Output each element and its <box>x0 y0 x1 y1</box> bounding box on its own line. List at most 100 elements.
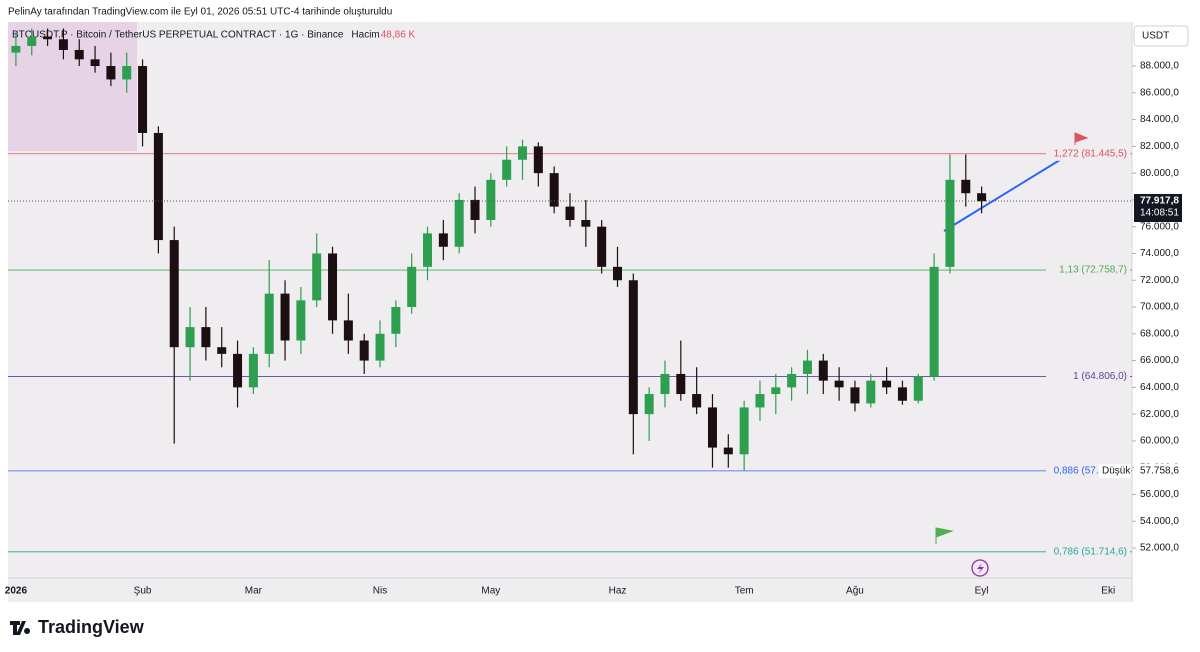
fib-label: 1,272 (81.445,5) <box>1054 148 1127 159</box>
currency-box[interactable] <box>1133 25 1189 47</box>
volume-label: Hacim <box>351 30 379 41</box>
low-price-label: 57.758,6 <box>1140 466 1179 477</box>
candle-body <box>122 66 132 80</box>
y-tick-label: 64.000,0 <box>1140 382 1179 393</box>
low-label: Düşük <box>1102 466 1131 477</box>
candle-body <box>644 394 654 415</box>
y-tick-label: 68.000,0 <box>1140 328 1179 339</box>
candle-body <box>707 407 717 448</box>
y-tick-label: 86.000,0 <box>1140 87 1179 98</box>
candle-body <box>296 300 306 341</box>
candle-body <box>343 320 353 341</box>
candle-body <box>248 353 258 388</box>
low-price-bg <box>1134 463 1182 478</box>
last-price-box <box>1134 194 1182 223</box>
caption: PelinAy tarafından TradingView.com ile E… <box>8 7 392 18</box>
trend-line <box>943 154 1069 232</box>
x-tick-label: Haz <box>609 586 627 597</box>
candle-body <box>138 66 148 133</box>
logo-icon <box>10 621 31 635</box>
candle-body <box>486 179 496 220</box>
x-tick-label: Şub <box>134 586 152 597</box>
fib-label-bg <box>1046 544 1130 559</box>
y-tick-label: 52.000,0 <box>1140 543 1179 554</box>
last-price-label: 77.917,8 <box>1140 196 1179 207</box>
candle-body <box>929 266 939 377</box>
candle-body <box>628 280 638 415</box>
volume-value: 48,86 K <box>381 30 416 41</box>
candle-body <box>169 240 179 348</box>
candle-body <box>391 307 401 334</box>
candle-body <box>106 66 116 80</box>
x-tick-label: May <box>481 586 500 597</box>
fib-label-bg <box>1046 263 1130 278</box>
fib-label-bg <box>1046 146 1130 161</box>
x-tick-label: Tem <box>735 586 754 597</box>
currency[interactable]: USDT <box>1142 31 1169 42</box>
x-tick-label: Eki <box>1101 586 1115 597</box>
x-tick-label: Ağu <box>846 586 864 597</box>
candle-body <box>850 387 860 404</box>
flag <box>1074 132 1089 145</box>
candle-body <box>502 159 512 180</box>
candle-body <box>43 36 53 40</box>
candle-body <box>312 253 322 301</box>
candle-body <box>217 347 227 354</box>
candle-body <box>882 380 892 388</box>
candle-body <box>518 146 528 160</box>
fib-label: 1 (64.806,0) <box>1073 371 1127 382</box>
y-tick-label: 74.000,0 <box>1140 248 1179 259</box>
candle-body <box>201 327 211 348</box>
y-tick-label: 84.000,0 <box>1140 114 1179 125</box>
candle-body <box>58 39 68 50</box>
candle-body <box>328 253 338 321</box>
candle-body <box>233 353 243 388</box>
x-tick-label: Mar <box>245 586 263 597</box>
candle-body <box>533 146 543 174</box>
event-icon[interactable] <box>971 559 989 577</box>
flag <box>935 527 954 544</box>
event-icon <box>977 563 984 574</box>
candle-body <box>771 387 781 395</box>
fib-label-bg <box>1046 369 1130 384</box>
candle-body <box>549 173 559 207</box>
candle-body <box>565 206 575 220</box>
y-tick-label: 66.000,0 <box>1140 355 1179 366</box>
candle-body <box>802 360 812 374</box>
candle-body <box>866 380 876 404</box>
candle-body <box>818 360 828 381</box>
y-tick-label: 54.000,0 <box>1140 516 1179 527</box>
candle-body <box>359 340 369 361</box>
candle-body <box>787 373 797 388</box>
logo: TradingView <box>10 617 145 637</box>
fib-label: 0,886 (57.758,6) <box>1054 466 1127 477</box>
candle-body <box>676 373 686 395</box>
y-tick-label: 76.000,0 <box>1140 221 1179 232</box>
y-tick-label: 70.000,0 <box>1140 302 1179 313</box>
y-tick-label: 62.000,0 <box>1140 409 1179 420</box>
candle-body <box>423 233 433 267</box>
candle-body <box>470 199 480 220</box>
candle-body <box>660 373 670 395</box>
candle-body <box>977 193 987 202</box>
countdown: 14:08:51 <box>1140 208 1179 219</box>
candle-body <box>834 380 844 388</box>
candle-body <box>407 266 417 308</box>
candle-body <box>739 407 749 455</box>
candle-body <box>438 233 448 247</box>
candle-body <box>755 394 765 408</box>
candle-body <box>913 376 923 401</box>
candle-body <box>153 132 163 241</box>
plot-area <box>8 22 1132 602</box>
candle-body <box>723 447 733 455</box>
low-box <box>1099 463 1131 478</box>
y-tick-label: 80.000,0 <box>1140 168 1179 179</box>
y-tick-label: 72.000,0 <box>1140 275 1179 286</box>
logo-text: TradingView <box>38 617 145 637</box>
candle-body <box>280 293 290 341</box>
x-tick-label: Nis <box>373 586 387 597</box>
candle-body <box>375 333 385 361</box>
candle-body <box>692 394 702 408</box>
y-tick-label: 56.000,0 <box>1140 489 1179 500</box>
candle-body <box>185 327 195 348</box>
